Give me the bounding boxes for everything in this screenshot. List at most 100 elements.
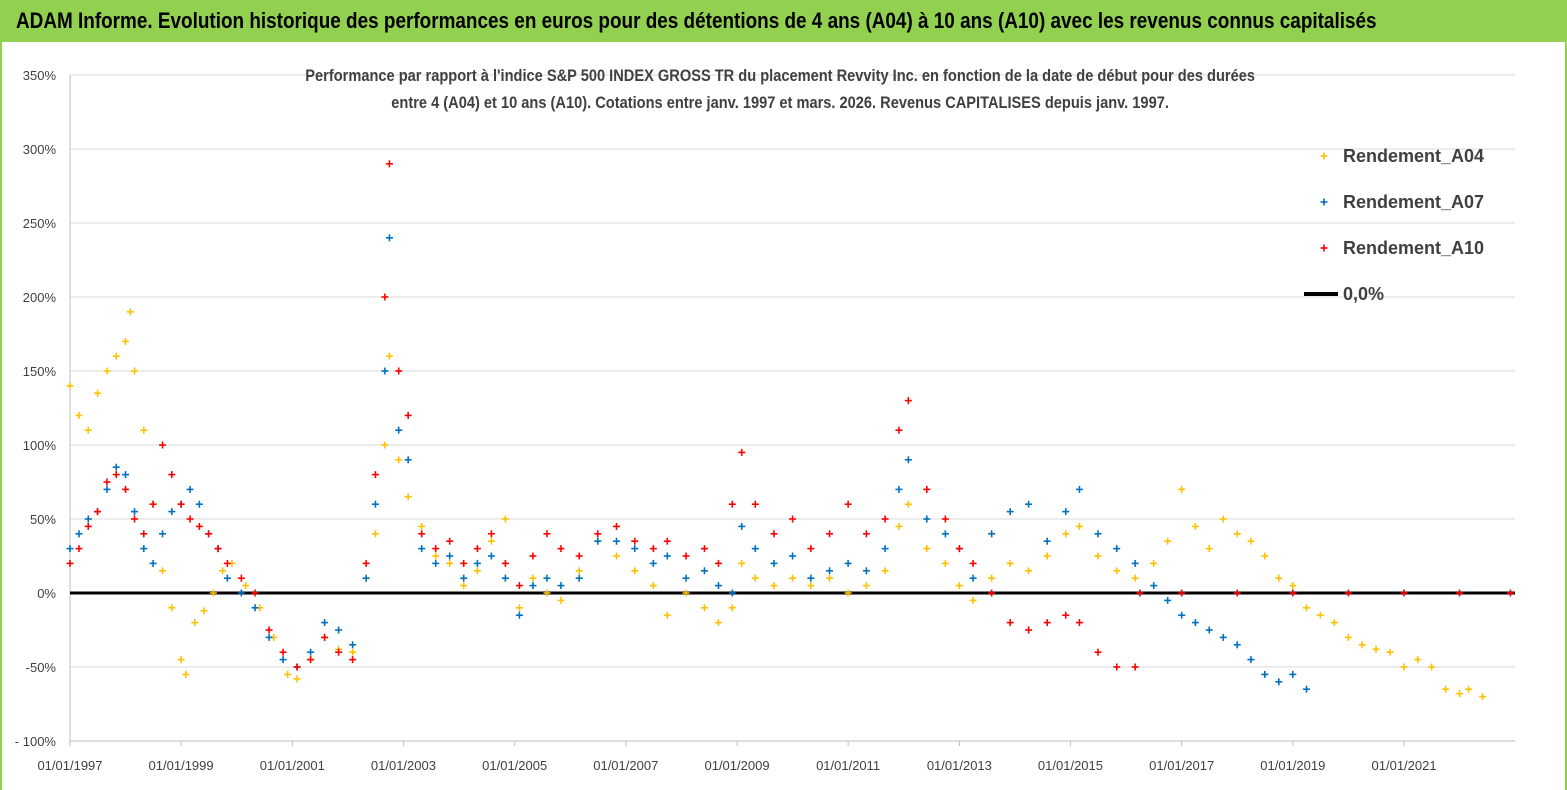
point-rendement_a04 [515,604,523,612]
point-rendement_a07 [487,552,495,560]
point-rendement_a04 [1062,530,1070,538]
point-rendement_a10 [1131,663,1139,671]
point-rendement_a04 [807,582,815,590]
point-rendement_a07 [682,574,690,582]
point-rendement_a10 [404,411,412,419]
point-rendement_a07 [307,648,315,656]
point-rendement_a04 [487,537,495,545]
point-rendement_a10 [881,515,889,523]
point-rendement_a10 [473,545,481,553]
point-rendement_a07 [1006,508,1014,516]
point-rendement_a04 [663,611,671,619]
point-rendement_a10 [1075,619,1083,627]
x-tick-label: 01/01/2003 [371,758,436,773]
point-rendement_a07 [612,537,620,545]
point-rendement_a07 [923,515,931,523]
point-rendement_a04 [1400,663,1408,671]
point-rendement_a04 [1303,604,1311,612]
point-rendement_a07 [159,530,167,538]
point-rendement_a10 [1094,648,1102,656]
point-rendement_a07 [1205,626,1213,634]
point-rendement_a10 [575,552,583,560]
point-rendement_a10 [543,530,551,538]
x-tick-label: 01/01/1999 [149,758,214,773]
point-rendement_a07 [515,611,523,619]
y-tick-label: -50% [26,660,57,675]
point-rendement_a04 [349,648,357,656]
point-rendement_a04 [191,619,199,627]
point-rendement_a10 [1006,619,1014,627]
point-rendement_a07 [807,574,815,582]
point-rendement_a07 [649,559,657,567]
point-rendement_a07 [862,567,870,575]
point-rendement_a10 [251,589,259,597]
point-rendement_a10 [94,508,102,516]
point-rendement_a10 [418,530,426,538]
point-rendement_a07 [432,559,440,567]
point-rendement_a07 [1303,685,1311,693]
y-tick-label: 100% [23,438,57,453]
point-rendement_a07 [1289,670,1297,678]
point-rendement_a10 [177,500,185,508]
point-rendement_a04 [895,522,903,530]
legend-label: 0,0% [1343,284,1384,304]
point-rendement_a04 [969,596,977,604]
point-rendement_a10 [112,471,120,479]
point-rendement_a04 [714,619,722,627]
point-rendement_a07 [529,582,537,590]
point-rendement_a10 [529,552,537,560]
point-rendement_a07 [473,559,481,567]
point-rendement_a04 [751,574,759,582]
data-points [66,160,1515,701]
point-rendement_a07 [251,604,259,612]
point-rendement_a07 [237,589,245,597]
point-rendement_a04 [1344,633,1352,641]
point-rendement_a04 [1442,685,1450,693]
point-rendement_a04 [1479,693,1487,701]
point-rendement_a04 [649,582,657,590]
point-rendement_a10 [663,537,671,545]
point-rendement_a07 [404,456,412,464]
point-rendement_a07 [195,500,203,508]
point-rendement_a10 [385,160,393,168]
x-tick-label: 01/01/2009 [704,758,769,773]
point-rendement_a04 [1219,515,1227,523]
point-rendement_a10 [1062,611,1070,619]
point-rendement_a04 [826,574,834,582]
point-rendement_a10 [214,545,222,553]
point-rendement_a07 [112,463,120,471]
point-rendement_a04 [612,552,620,560]
y-tick-label: 150% [23,364,57,379]
point-rendement_a10 [649,545,657,553]
point-rendement_a07 [663,552,671,560]
point-rendement_a10 [700,545,708,553]
point-rendement_a04 [1150,559,1158,567]
point-rendement_a04 [941,559,949,567]
point-rendement_a04 [126,308,134,316]
point-rendement_a07 [1164,596,1172,604]
point-rendement_a07 [881,545,889,553]
point-rendement_a07 [988,530,996,538]
point-rendement_a07 [265,633,273,641]
point-rendement_a04 [1113,567,1121,575]
point-rendement_a04 [140,426,148,434]
point-rendement_a04 [122,337,130,345]
point-rendement_a10 [432,545,440,553]
point-rendement_a07 [131,508,139,516]
point-rendement_a07 [168,508,176,516]
y-tick-label: 0% [37,586,56,601]
point-rendement_a04 [1131,574,1139,582]
point-rendement_a07 [66,545,74,553]
point-rendement_a10 [1025,626,1033,634]
point-rendement_a04 [789,574,797,582]
point-rendement_a10 [122,485,130,493]
point-rendement_a07 [349,641,357,649]
point-rendement_a04 [159,567,167,575]
point-rendement_a04 [728,604,736,612]
series-Rendement_A10 [66,160,1514,671]
point-rendement_a04 [543,589,551,597]
point-rendement_a07 [279,656,287,664]
point-rendement_a10 [140,530,148,538]
point-rendement_a10 [1043,619,1051,627]
point-rendement_a10 [371,471,379,479]
